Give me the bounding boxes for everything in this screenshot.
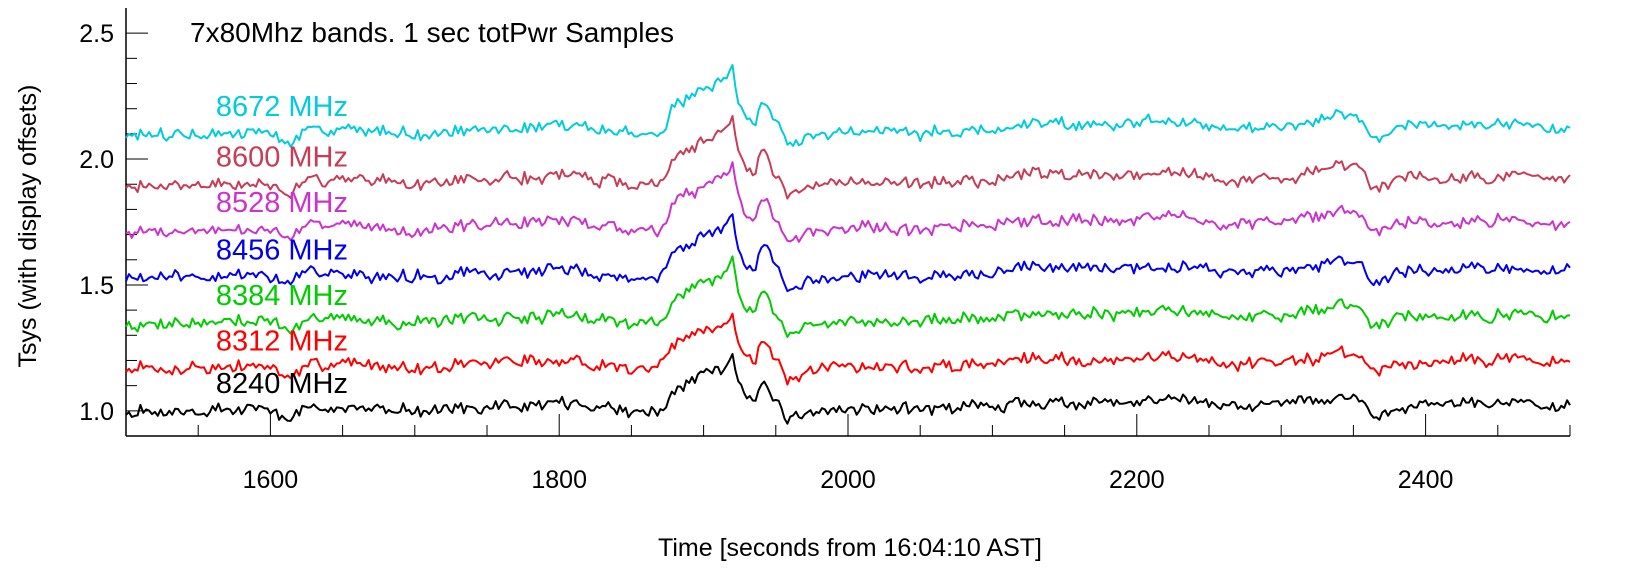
series-label: 8600 MHz bbox=[216, 142, 348, 174]
x-tick-label: 2200 bbox=[1109, 466, 1165, 494]
series-labels: 8240 MHz 8312 MHz 8384 MHz 8456 MHz 8528 MHz… bbox=[216, 91, 348, 400]
x-tick-label: 2000 bbox=[820, 466, 876, 494]
series-label: 8240 MHz bbox=[216, 368, 348, 400]
series-label: 8456 MHz bbox=[216, 235, 348, 267]
series-line-8456-mhz bbox=[125, 213, 1571, 293]
series-line-8312-mhz bbox=[125, 312, 1571, 386]
y-tick-label: 1.5 bbox=[79, 272, 114, 300]
series-lines bbox=[125, 64, 1571, 425]
series-line-8384-mhz bbox=[125, 255, 1571, 338]
series-line-8240-mhz bbox=[125, 353, 1571, 425]
x-tick-label: 1600 bbox=[243, 466, 299, 494]
y-tick-label: 2.0 bbox=[79, 146, 114, 174]
chart-title: 7x80Mhz bands. 1 sec totPwr Samples bbox=[190, 17, 674, 48]
y-tick-label: 2.5 bbox=[79, 20, 114, 48]
series-line-8600-mhz bbox=[125, 115, 1571, 200]
series-label: 8528 MHz bbox=[216, 187, 348, 219]
series-label: 8672 MHz bbox=[216, 91, 348, 123]
series-line-8528-mhz bbox=[125, 161, 1571, 243]
y-axis-title: Tsys (with display offsets) bbox=[14, 85, 42, 368]
y-tick-label: 1.0 bbox=[79, 398, 114, 426]
x-axis-title: Time [seconds from 16:04:10 AST] bbox=[658, 534, 1042, 562]
series-label: 8312 MHz bbox=[216, 325, 348, 357]
axes: 1600 1800 2000 2200 2400 1.0 1.5 2.0 2.5 bbox=[79, 8, 1571, 494]
x-tick-label: 2400 bbox=[1398, 466, 1454, 494]
series-line-8672-mhz bbox=[125, 64, 1571, 148]
x-tick-label: 1800 bbox=[531, 466, 587, 494]
series-label: 8384 MHz bbox=[216, 280, 348, 312]
